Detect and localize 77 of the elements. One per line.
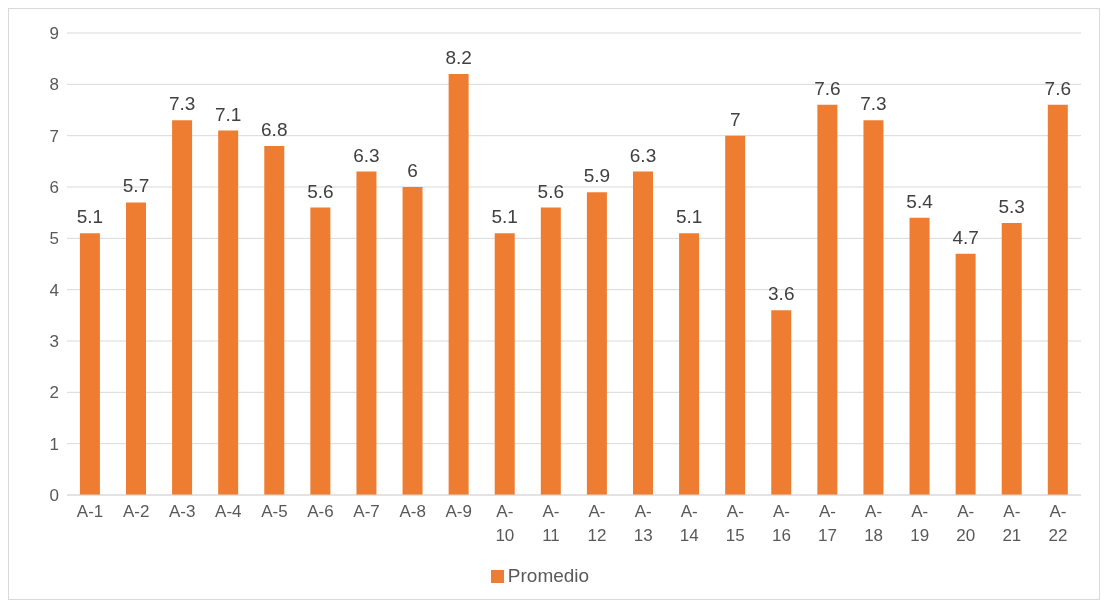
- data-label: 7: [729, 108, 741, 130]
- x-tick-label: A-18: [864, 502, 884, 545]
- bar: [494, 233, 515, 495]
- bar: [126, 202, 146, 495]
- x-tick-label: A-14: [679, 502, 699, 545]
- x-tick-label: A-15: [725, 502, 745, 545]
- data-label: 6.3: [353, 144, 380, 166]
- y-tick-label: 9: [49, 24, 59, 44]
- data-label: 5.9: [583, 165, 611, 187]
- x-tick-label: A-2: [122, 502, 150, 521]
- data-label: 5.1: [76, 206, 104, 228]
- y-tick-label: 7: [49, 126, 59, 146]
- bar: [771, 310, 792, 495]
- bar: [909, 217, 930, 495]
- bar: [540, 207, 561, 495]
- bar: [817, 104, 838, 495]
- x-tick-label: A-10: [495, 502, 515, 545]
- bar: [172, 120, 193, 495]
- data-label: 6: [407, 160, 418, 181]
- data-label: 5.4: [906, 190, 934, 212]
- x-tick-label: A-11: [542, 502, 560, 545]
- bar: [1001, 222, 1022, 495]
- bar: [725, 135, 746, 495]
- bar: [1047, 104, 1068, 495]
- data-label: 5.7: [122, 175, 150, 197]
- x-tick-label: A-20: [956, 502, 976, 545]
- x-tick-label: A-1: [76, 502, 104, 521]
- bar: [218, 130, 239, 495]
- legend-label: Promedio: [507, 565, 590, 586]
- data-label: 5.1: [675, 206, 703, 228]
- bar: [310, 207, 331, 495]
- bar: [633, 171, 653, 495]
- x-tick-label: A-16: [771, 502, 791, 545]
- y-tick-label: 6: [49, 178, 59, 198]
- data-label: 5.1: [491, 206, 518, 228]
- x-tick-label: A-12: [587, 502, 607, 545]
- x-tick-label: A-4: [215, 502, 242, 521]
- data-label: 7.1: [214, 103, 242, 125]
- data-label: 3.6: [768, 283, 795, 305]
- bar: [402, 187, 423, 495]
- x-tick-label: A-6: [307, 502, 334, 521]
- data-label: 5.3: [998, 195, 1025, 217]
- x-tick-label: A-17: [818, 502, 837, 545]
- bar: [264, 145, 285, 495]
- x-tick-label: A-5: [261, 502, 288, 521]
- y-tick-label: 3: [49, 332, 59, 352]
- bar: [586, 192, 607, 495]
- y-tick-label: 5: [49, 229, 59, 249]
- bar: [679, 233, 700, 495]
- x-tick-label: A-9: [445, 502, 473, 521]
- data-label: 5.6: [537, 180, 565, 202]
- y-tick-label: 2: [49, 383, 59, 403]
- y-tick-label: 0: [49, 486, 59, 506]
- data-label: 6.3: [629, 144, 657, 166]
- x-tick-label: A-7: [353, 502, 380, 521]
- bar: [79, 233, 100, 495]
- data-label: 7.6: [1044, 77, 1072, 99]
- data-label: 8.2: [445, 47, 472, 69]
- bar: [356, 171, 377, 495]
- data-label: 7.3: [168, 93, 196, 115]
- bar: [955, 253, 976, 495]
- data-label: 5.6: [307, 180, 334, 202]
- x-tick-label: A-19: [910, 502, 930, 545]
- data-label: 7.6: [814, 77, 841, 99]
- bar: [863, 120, 884, 495]
- x-tick-label: A-3: [168, 502, 196, 521]
- y-tick-label: 8: [49, 75, 59, 95]
- x-tick-label: A-22: [1048, 502, 1068, 545]
- x-tick-label: A-21: [1002, 502, 1022, 545]
- bar: [448, 74, 469, 495]
- x-tick-label: A-13: [633, 502, 653, 545]
- y-tick-label: 4: [49, 280, 59, 300]
- data-label: 7.3: [860, 93, 887, 115]
- data-label: 6.8: [261, 118, 288, 140]
- data-label: 4.7: [952, 226, 979, 248]
- y-tick-label: 1: [49, 434, 59, 454]
- x-tick-label: A-8: [399, 502, 426, 521]
